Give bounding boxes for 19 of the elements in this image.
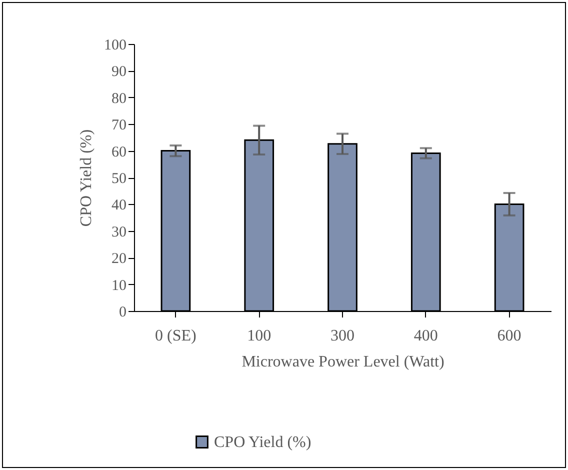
x-tick-label: 400 [414,328,438,344]
x-tick-label: 300 [330,328,354,344]
y-tick-label: 0 [119,304,126,320]
x-tick-label: 600 [497,328,522,344]
y-tick-label: 60 [112,144,126,160]
legend-label: CPO Yield (%) [214,434,312,451]
y-axis-title: CPO Yield (%) [78,129,95,227]
y-tick-label: 100 [104,38,126,54]
y-tick-label: 30 [112,224,126,240]
y-tick-label: 10 [112,278,126,294]
y-tick-label: 50 [112,171,126,187]
y-tick-label: 70 [112,118,126,134]
y-tick-label: 40 [112,198,126,214]
y-tick-label: 90 [112,64,126,80]
x-axis-title: Microwave Power Level (Watt) [242,354,444,370]
x-tick-label: 100 [247,328,272,344]
y-tick-label: 80 [112,90,126,107]
x-tick-label: 0 (SE) [155,328,196,344]
y-tick-label: 20 [112,251,126,268]
